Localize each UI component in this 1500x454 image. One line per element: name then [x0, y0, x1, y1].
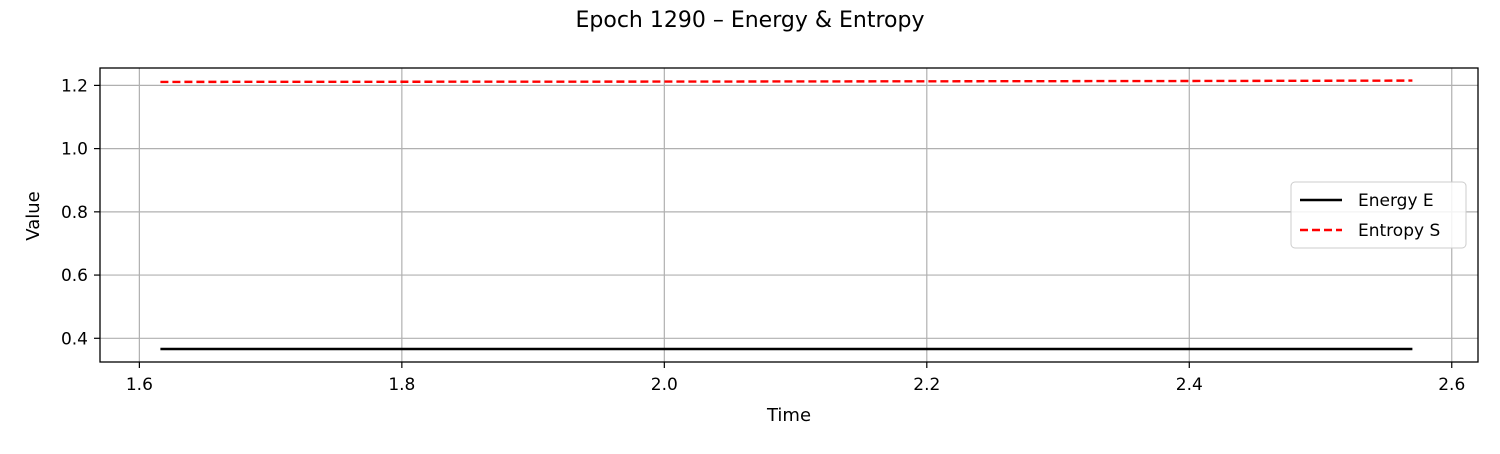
- x-axis-ticks: 1.6 1.8 2.0 2.2 2.4 2.6: [126, 362, 1465, 395]
- y-tick-label: 1.2: [61, 76, 88, 96]
- legend-label-entropy: Entropy S: [1358, 221, 1440, 241]
- y-tick-label: 1.0: [61, 140, 88, 160]
- y-axis-label: Value: [23, 191, 44, 240]
- plot-series: [160, 79, 1413, 351]
- x-tick-label: 2.6: [1438, 375, 1465, 395]
- y-tick-label: 0.6: [61, 266, 88, 286]
- legend-box: [1290, 181, 1467, 249]
- x-tick-label: 1.8: [388, 375, 415, 395]
- x-tick-label: 2.4: [1176, 375, 1203, 395]
- legend-label-energy: Energy E: [1358, 191, 1434, 211]
- y-axis-ticks: 0.4 0.6 0.8 1.0 1.2: [61, 76, 100, 349]
- chart-title: Epoch 1290 – Energy & Entropy: [576, 8, 925, 33]
- legend: Energy E Entropy S: [1290, 181, 1467, 249]
- series-line-entropy: [160, 79, 1413, 84]
- grid-lines: [100, 68, 1478, 362]
- x-tick-label: 2.2: [913, 375, 940, 395]
- y-tick-label: 0.4: [61, 329, 88, 349]
- x-axis-label: Time: [766, 405, 811, 426]
- y-tick-label: 0.8: [61, 203, 88, 223]
- x-tick-label: 2.0: [651, 375, 678, 395]
- plot-frame: [99, 67, 1479, 363]
- x-tick-label: 1.6: [126, 375, 153, 395]
